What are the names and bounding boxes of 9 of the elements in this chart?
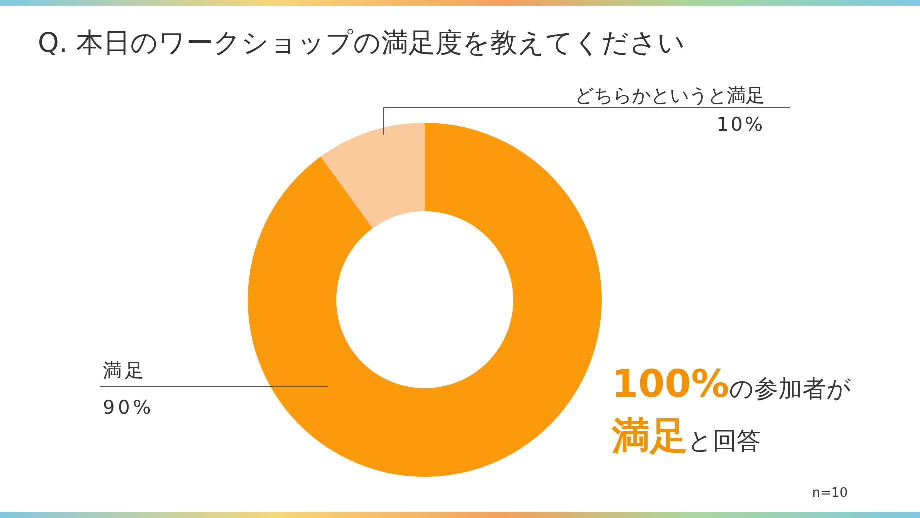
donut-slice (248, 123, 602, 477)
data-label: 90% (103, 397, 154, 419)
slice-label: 満足 (103, 360, 147, 382)
slice-label: どちらかというと満足 (575, 85, 765, 107)
text: n=10 (812, 486, 848, 501)
chart-title: Q. 本日のワークショップの満足度を教えてください (38, 28, 686, 59)
text: 100%の参加者が満足と回答 (612, 362, 852, 458)
donut-slice (320, 123, 425, 228)
data-label: 10% (716, 114, 765, 136)
